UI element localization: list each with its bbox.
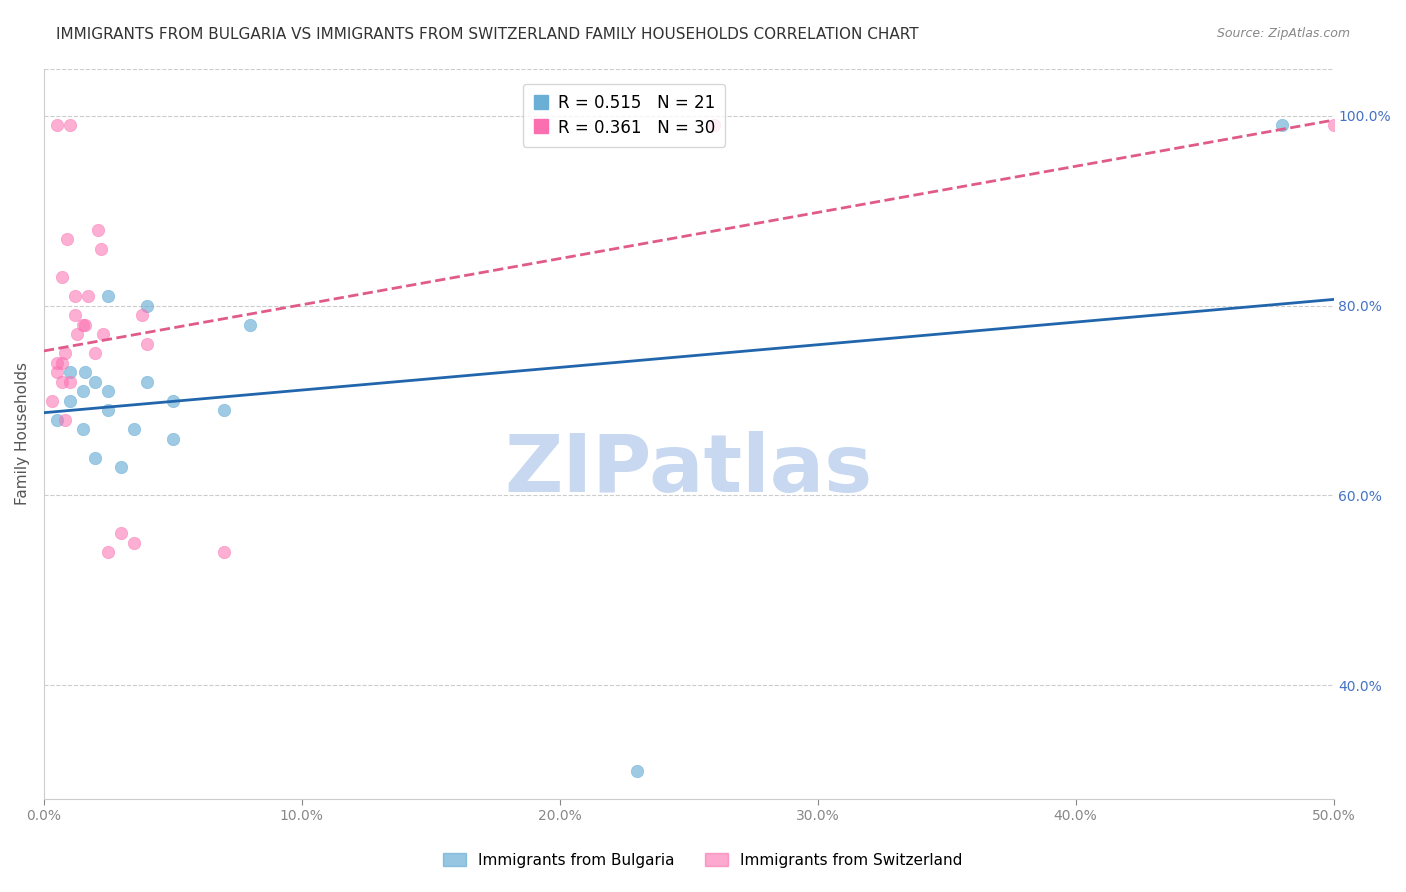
Point [1271, 119, 1294, 133]
Point [214, 403, 236, 417]
Point [162, 432, 184, 446]
Point [45, 365, 67, 379]
Point [214, 545, 236, 559]
Point [84, 375, 107, 389]
Point [162, 393, 184, 408]
Text: ZIPatlas: ZIPatlas [505, 432, 873, 509]
Point [76, 289, 98, 303]
Point [91, 327, 114, 342]
Point [136, 375, 159, 389]
Point [72, 318, 94, 332]
Point [97, 384, 120, 398]
Text: Source: ZipAtlas.com: Source: ZipAtlas.com [1216, 27, 1350, 40]
Point [122, 422, 145, 436]
Point [84, 450, 107, 465]
Point [66, 327, 89, 342]
Point [45, 119, 67, 133]
Point [53, 346, 76, 360]
Point [59, 393, 82, 408]
Point [72, 422, 94, 436]
Point [110, 526, 132, 541]
Point [75, 318, 97, 332]
Point [45, 356, 67, 370]
Legend: R = 0.515   N = 21, R = 0.361   N = 30: R = 0.515 N = 21, R = 0.361 N = 30 [523, 84, 725, 147]
Point [97, 289, 120, 303]
Point [41, 393, 63, 408]
Point [51, 356, 73, 370]
Text: IMMIGRANTS FROM BULGARIA VS IMMIGRANTS FROM SWITZERLAND FAMILY HOUSEHOLDS CORREL: IMMIGRANTS FROM BULGARIA VS IMMIGRANTS F… [56, 27, 920, 42]
Point [84, 346, 107, 360]
Point [110, 460, 132, 475]
Point [51, 270, 73, 285]
Point [59, 375, 82, 389]
Point [56, 232, 79, 246]
Point [136, 336, 159, 351]
Legend: Immigrants from Bulgaria, Immigrants from Switzerland: Immigrants from Bulgaria, Immigrants fro… [436, 845, 970, 875]
Point [87, 223, 110, 237]
Point [97, 403, 120, 417]
Point [75, 365, 97, 379]
Point [51, 375, 73, 389]
Point [626, 764, 648, 778]
Point [122, 536, 145, 550]
Point [53, 412, 76, 426]
Point [45, 412, 67, 426]
Point [90, 242, 112, 256]
Point [131, 308, 153, 322]
Point [63, 308, 86, 322]
Point [239, 318, 262, 332]
Point [136, 299, 159, 313]
Y-axis label: Family Households: Family Households [15, 362, 30, 505]
Point [63, 289, 86, 303]
Point [59, 119, 82, 133]
Point [703, 119, 725, 133]
Point [59, 365, 82, 379]
Point [72, 384, 94, 398]
Point [97, 545, 120, 559]
Point [1322, 119, 1344, 133]
